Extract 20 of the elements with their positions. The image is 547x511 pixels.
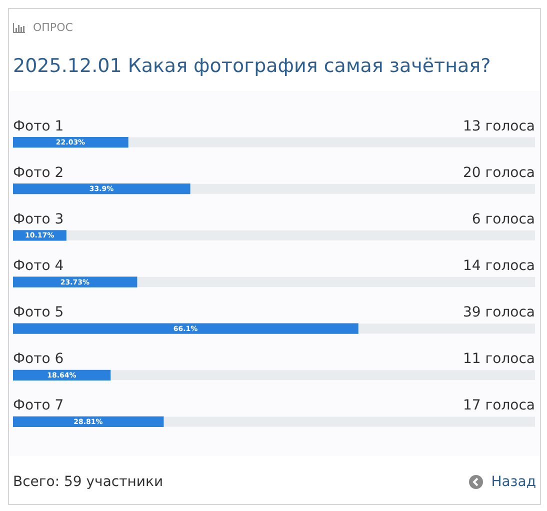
annotation: 17 голоса <box>463 398 535 414</box>
bar <box>13 136 128 148</box>
y-tick-label: Фото 5 <box>13 304 64 321</box>
annotation: 6 голоса <box>472 211 535 228</box>
y-tick-label: Фото 4 <box>13 258 64 274</box>
chart-title: 2025.12.01 Какая фотография самая зачётная? <box>13 55 491 77</box>
annotation: 39 голоса <box>463 304 535 321</box>
text: Всего: 59 участники <box>13 474 164 490</box>
y-tick-label: Фото 3 <box>13 211 64 228</box>
annotation: 20 голоса <box>463 164 535 181</box>
annotation: 14 голоса <box>463 258 535 274</box>
y-tick-label: Фото 6 <box>13 351 64 368</box>
annotation: 11 голоса <box>463 351 535 368</box>
chart-subtitle: ОПРОС <box>33 21 73 34</box>
text: Назад <box>491 474 536 490</box>
bar <box>13 276 138 288</box>
y-tick-label: Фото 2 <box>13 164 64 181</box>
y-tick-label: Фото 1 <box>13 118 64 134</box>
annotation: 13 голоса <box>463 118 535 134</box>
y-tick-label: Фото 7 <box>13 398 64 414</box>
